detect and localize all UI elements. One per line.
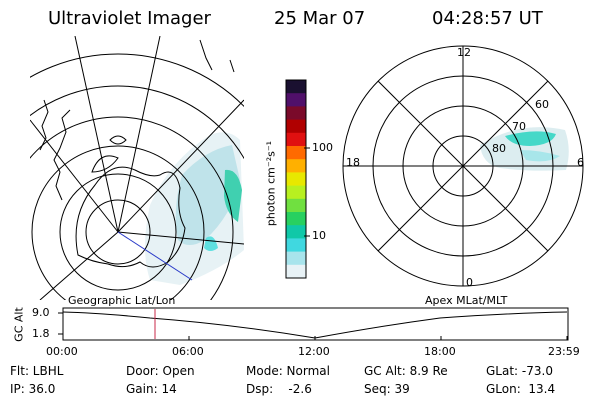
colorbar-cell: [286, 238, 306, 253]
colorbar-cell: [286, 225, 306, 239]
geo-map-label: Geographic Lat/Lon: [68, 294, 176, 307]
mlt-label-18: 18: [346, 156, 360, 169]
colorbar-cell: [286, 159, 306, 173]
timeline-ytick-top: 9.0: [32, 306, 50, 319]
colorbar-cell: [286, 264, 306, 279]
polar-plot-label: Apex MLat/MLT: [425, 294, 508, 307]
longitude-lines: [30, 36, 244, 300]
mlat-label-60: 60: [535, 98, 549, 111]
orbit-track: [117, 231, 193, 281]
sequence-info: Seq: 39: [364, 382, 410, 396]
mlt-label-6: 6: [577, 156, 584, 169]
colorbar-cell: [286, 185, 306, 200]
timeline-xtick-2359: 23:59: [548, 345, 580, 358]
altitude-curve: [62, 311, 568, 339]
mlat-label-80: 80: [492, 142, 506, 155]
colorbar-cell: [286, 172, 306, 187]
time-label: 04:28:57 UT: [432, 8, 543, 29]
colorbar-cell: [286, 251, 306, 266]
ip-info: IP: 36.0: [10, 382, 56, 396]
filter-info: Flt: LBHL: [10, 364, 64, 378]
colorbar: [285, 79, 310, 279]
instrument-title: Ultraviolet Imager: [48, 8, 211, 29]
dsp-info: Dsp: -2.6: [246, 382, 312, 396]
timeline-ylabel: GC Alt: [12, 307, 26, 342]
coastlines: [39, 39, 235, 268]
timeline-xtick-0600: 06:00: [172, 345, 204, 358]
mlat-label-70: 70: [512, 120, 526, 133]
colorbar-unit-label: photon cm⁻²s⁻¹: [264, 140, 278, 227]
colorbar-cell: [286, 212, 306, 226]
timeline-xticks: [62, 336, 568, 340]
mlt-label-0: 0: [466, 276, 473, 289]
colorbar-cell: [286, 80, 306, 94]
gc-altitude-info: GC Alt: 8.9 Re: [364, 364, 448, 378]
colorbar-cell: [286, 132, 306, 147]
timeline-ytick-bottom: 1.8: [32, 327, 50, 340]
mode-info: Mode: Normal: [246, 364, 330, 378]
date-label: 25 Mar 07: [274, 8, 366, 29]
colorbar-cell: [286, 146, 306, 160]
glon-info: GLon: 13.4: [486, 382, 556, 396]
colorbar-cell: [286, 198, 306, 213]
colorbar-tick-10: 10: [312, 229, 326, 242]
colorbar-tick-100: 100: [312, 141, 333, 154]
mlt-label-12: 12: [457, 46, 471, 59]
geographic-map: [30, 36, 244, 300]
colorbar-cell: [286, 106, 306, 121]
geo-aurora-emission: [145, 132, 244, 285]
polar-plot: [342, 45, 584, 287]
timeline-xtick-0000: 00:00: [46, 345, 78, 358]
glat-info: GLat: -73.0: [486, 364, 553, 378]
timeline-xtick-1800: 18:00: [424, 345, 456, 358]
latitude-circles: [30, 53, 244, 300]
gain-info: Gain: 14: [126, 382, 177, 396]
door-info: Door: Open: [126, 364, 195, 378]
timeline-xtick-1200: 12:00: [298, 345, 330, 358]
colorbar-cell: [286, 93, 306, 107]
timeline-panel: [58, 307, 569, 341]
colorbar-cell: [286, 119, 306, 134]
